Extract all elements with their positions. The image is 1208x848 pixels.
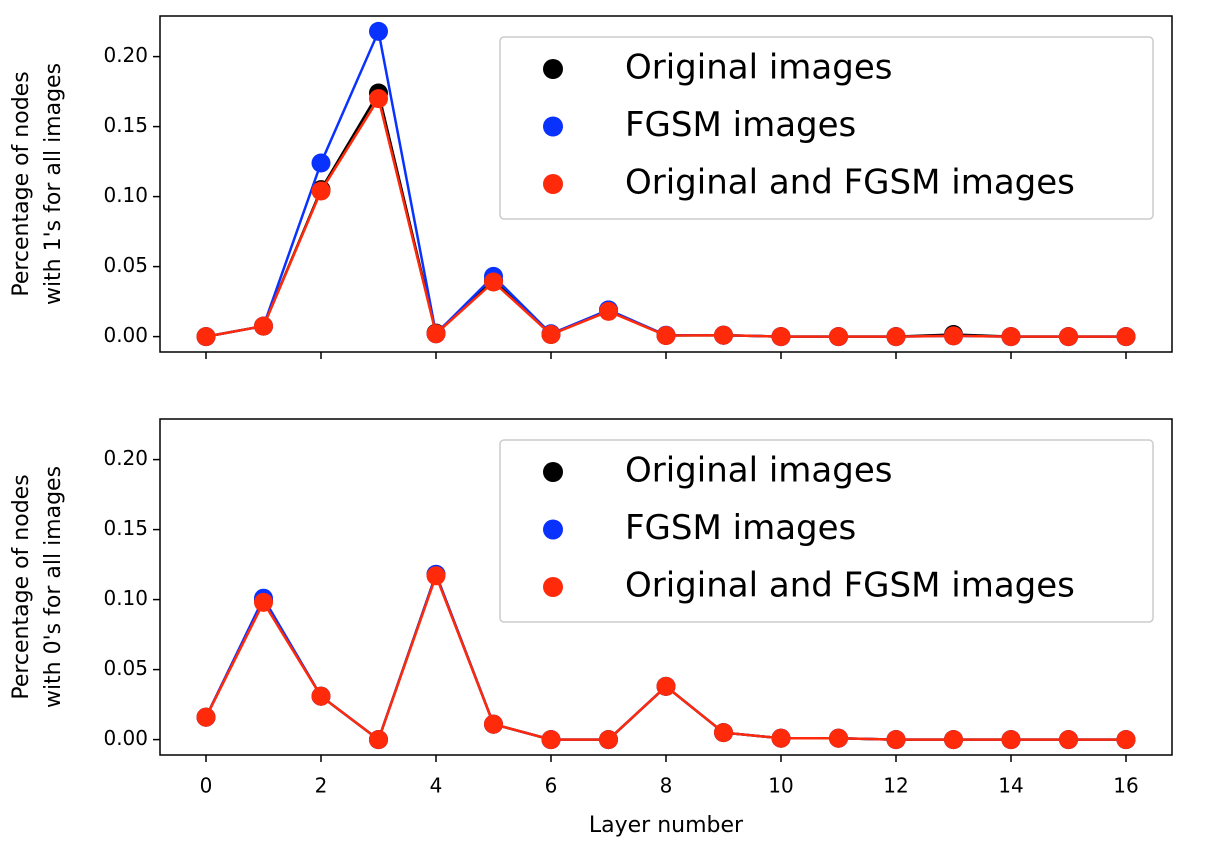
data-point (656, 676, 676, 696)
data-point (541, 325, 561, 344)
y-tick-label: 0.15 (103, 113, 148, 137)
y-tick-label: 0.10 (103, 183, 148, 207)
data-point (369, 730, 388, 750)
data-point (1001, 730, 1021, 750)
x-tick-label: 14 (998, 774, 1023, 798)
legend-label: Original images (625, 451, 892, 491)
data-point (656, 325, 676, 345)
legend-box (499, 36, 1154, 220)
legend-marker (543, 462, 563, 482)
legend-marker (543, 59, 563, 79)
legend: Original images FGSM images Original and F… (499, 439, 1154, 623)
x-tick-label: 6 (545, 774, 558, 798)
legend-label: FGSM images (625, 508, 856, 548)
y-axis-label: with 0's for all images (41, 466, 66, 708)
legend-box (499, 439, 1154, 623)
data-point (484, 714, 503, 734)
data-point (426, 324, 446, 344)
x-tick-label: 12 (883, 774, 908, 798)
data-point (771, 327, 791, 347)
legend-label: Original and FGSM images (625, 163, 1075, 203)
data-point (311, 686, 331, 706)
data-point (311, 181, 331, 201)
data-point (1116, 327, 1136, 347)
legend-marker (543, 577, 563, 597)
data-point (944, 326, 963, 346)
data-point (886, 730, 906, 750)
y-tick-label: 0.20 (103, 43, 148, 67)
y-axis-label: with 1's for all images (41, 63, 66, 305)
data-point (369, 89, 388, 109)
data-point (599, 301, 618, 321)
y-tick-label: 0.00 (103, 726, 148, 750)
data-point (426, 566, 446, 586)
legend-marker (543, 174, 563, 194)
data-point (771, 728, 791, 748)
data-point (1116, 730, 1136, 750)
y-tick-label: 0.05 (103, 253, 148, 277)
plot-frame (159, 418, 1173, 756)
data-point (599, 730, 618, 750)
data-point (484, 272, 503, 292)
data-point (1059, 327, 1078, 347)
data-point (714, 325, 733, 345)
data-point (311, 153, 331, 173)
legend-label: FGSM images (625, 105, 856, 145)
y-tick-label: 0.00 (103, 323, 148, 347)
data-point (944, 730, 963, 750)
y-axis-label: Percentage of nodes (9, 71, 34, 296)
legend-marker (543, 519, 563, 540)
data-point (254, 592, 273, 612)
plot-frame (159, 15, 1173, 353)
data-point (829, 327, 848, 347)
x-tick-label: 2 (315, 774, 328, 798)
legend: Original images FGSM images Original and F… (499, 36, 1154, 220)
x-tick-label: 8 (660, 774, 673, 798)
x-tick-label: 0 (200, 774, 213, 798)
x-axis-label: Layer number (589, 813, 744, 838)
y-axis-label: Percentage of nodes (9, 474, 34, 699)
legend-marker (543, 116, 563, 137)
data-point (369, 21, 388, 41)
x-tick-label: 4 (430, 774, 443, 798)
data-point (714, 723, 733, 743)
y-tick-label: 0.10 (103, 586, 148, 610)
legend-label: Original and FGSM images (625, 566, 1075, 606)
y-tick-label: 0.05 (103, 656, 148, 680)
x-tick-label: 10 (768, 774, 793, 798)
y-tick-label: 0.15 (103, 516, 148, 540)
data-point (1059, 730, 1078, 750)
data-point (196, 707, 216, 727)
data-point (886, 327, 906, 347)
data-point (196, 327, 216, 347)
data-point (254, 316, 273, 336)
data-point (1001, 327, 1021, 347)
legend-label: Original images (625, 48, 892, 88)
data-point (541, 730, 561, 750)
data-point (829, 728, 848, 748)
y-tick-label: 0.20 (103, 446, 148, 470)
x-tick-label: 16 (1113, 774, 1138, 798)
